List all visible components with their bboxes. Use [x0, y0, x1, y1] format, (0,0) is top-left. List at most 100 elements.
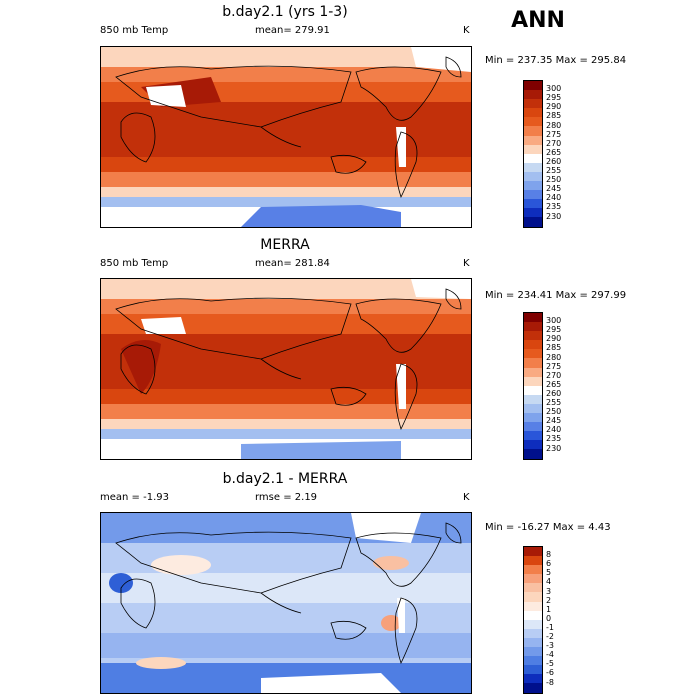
- colorbar-tick-label: -6: [546, 668, 554, 678]
- colorbar-tick-label: 250: [546, 407, 562, 417]
- colorbar-tick-label: 260: [546, 156, 562, 166]
- colorbar-swatch: [524, 403, 542, 414]
- colorbar-swatch: [524, 313, 542, 323]
- panel-3-map: [100, 512, 472, 694]
- colorbar-tick-label: 300: [546, 84, 562, 94]
- colorbar-tick-label: 8: [546, 550, 552, 560]
- colorbar-swatch: [524, 190, 542, 200]
- season-label: ANN: [511, 8, 565, 33]
- colorbar-tick-label: 3: [546, 586, 552, 596]
- colorbar-swatch: [524, 683, 542, 693]
- colorbar-swatch: [524, 601, 542, 611]
- colorbar-swatch: [524, 385, 542, 395]
- colorbar-swatch: [524, 81, 542, 91]
- panel-3-rmse-label: rmse = 2.19: [255, 492, 318, 503]
- panel-1-units-label: K: [463, 25, 470, 36]
- panel-2-title: MERRA: [260, 237, 310, 253]
- colorbar-tick-label: 270: [546, 138, 562, 148]
- colorbar-tick-label: 275: [546, 129, 562, 139]
- colorbar-swatch: [524, 322, 542, 332]
- colorbar-swatch: [524, 610, 542, 620]
- colorbar-tick-label: 270: [546, 370, 562, 380]
- colorbar-tick-label: 2: [546, 595, 552, 605]
- colorbar-swatch: [524, 199, 542, 209]
- colorbar-swatch: [524, 592, 542, 602]
- colorbar-tick-label: -4: [546, 650, 554, 660]
- panel-3-range-label: Min = -16.27 Max = 4.43: [485, 522, 611, 533]
- colorbar-swatch: [524, 583, 542, 593]
- colorbar-swatch: [524, 565, 542, 575]
- colorbar-swatch: [524, 99, 542, 109]
- panel-2-colorbar: [523, 312, 543, 460]
- panel-1-range-label: Min = 237.35 Max = 295.84: [485, 55, 627, 66]
- colorbar-tick-label: 255: [546, 166, 562, 175]
- colorbar-tick-label: 240: [546, 425, 562, 435]
- colorbar-swatch: [524, 619, 542, 629]
- colorbar-swatch: [524, 674, 542, 684]
- colorbar-swatch: [524, 628, 542, 638]
- panel-3-units-label: K: [463, 492, 470, 503]
- colorbar-tick-label: 265: [546, 147, 562, 157]
- colorbar-tick-label: 4: [546, 577, 552, 587]
- colorbar-tick-label: 290: [546, 334, 562, 344]
- panel-1-map: [100, 46, 472, 228]
- panel-3-colorbar: [523, 546, 543, 694]
- colorbar-tick-label: -8: [546, 677, 554, 687]
- colorbar-tick-label: -3: [546, 641, 554, 651]
- colorbar-tick-label: 285: [546, 343, 562, 353]
- colorbar-tick-label: 285: [546, 111, 562, 121]
- colorbar-tick-label: 260: [546, 388, 562, 398]
- colorbar-tick-label: 295: [546, 325, 562, 335]
- colorbar-swatch: [524, 181, 542, 191]
- panel-2-range-label: Min = 234.41 Max = 297.99: [485, 290, 627, 301]
- colorbar-tick-label: 230: [546, 211, 562, 221]
- colorbar-tick-label: 6: [546, 559, 552, 569]
- colorbar-tick-label: 235: [546, 434, 562, 444]
- colorbar-swatch: [524, 637, 542, 648]
- colorbar-swatch: [524, 449, 542, 459]
- colorbar-tick-label: 235: [546, 202, 562, 212]
- colorbar-swatch: [524, 117, 542, 127]
- panel-2-map-svg: [101, 279, 471, 459]
- colorbar-tick-label: 245: [546, 184, 562, 194]
- panel-2-units-label: K: [463, 258, 470, 269]
- colorbar-tick-label: 245: [546, 416, 562, 426]
- colorbar-swatch: [524, 431, 542, 441]
- colorbar-tick-label: -2: [546, 632, 554, 641]
- colorbar-swatch: [524, 413, 542, 423]
- colorbar-swatch: [524, 90, 542, 100]
- colorbar-swatch: [524, 349, 542, 359]
- colorbar-tick-label: 295: [546, 93, 562, 103]
- colorbar-tick-label: 265: [546, 379, 562, 389]
- colorbar-swatch: [524, 376, 542, 386]
- colorbar-swatch: [524, 162, 542, 172]
- colorbar-tick-label: 230: [546, 443, 562, 453]
- colorbar-swatch: [524, 171, 542, 182]
- colorbar-swatch: [524, 422, 542, 432]
- colorbar-tick-label: -1: [546, 622, 554, 632]
- colorbar-swatch: [524, 144, 542, 154]
- colorbar-swatch: [524, 556, 542, 566]
- panel-3-mean-label: mean = -1.93: [100, 492, 169, 503]
- colorbar-tick-label: 240: [546, 193, 562, 203]
- colorbar-tick-label: 300: [546, 316, 562, 326]
- colorbar-swatch: [524, 208, 542, 218]
- colorbar-tick-label: 280: [546, 352, 562, 362]
- panel-2-map: [100, 278, 472, 460]
- colorbar-swatch: [524, 217, 542, 227]
- colorbar-tick-label: 5: [546, 568, 552, 578]
- colorbar-swatch: [524, 340, 542, 350]
- colorbar-swatch: [524, 574, 542, 584]
- colorbar-tick-label: 290: [546, 102, 562, 112]
- panel-1-map-svg: [101, 47, 471, 227]
- colorbar-tick-label: 255: [546, 398, 562, 407]
- colorbar-tick-label: 280: [546, 120, 562, 130]
- colorbar-tick-label: 250: [546, 175, 562, 185]
- colorbar-swatch: [524, 108, 542, 118]
- panel-3-title: b.day2.1 - MERRA: [222, 471, 348, 487]
- panel-1-colorbar: [523, 80, 543, 228]
- colorbar-swatch: [524, 547, 542, 557]
- panel-1-variable-label: 850 mb Temp: [100, 25, 169, 36]
- colorbar-swatch: [524, 665, 542, 675]
- colorbar-tick-label: 275: [546, 361, 562, 371]
